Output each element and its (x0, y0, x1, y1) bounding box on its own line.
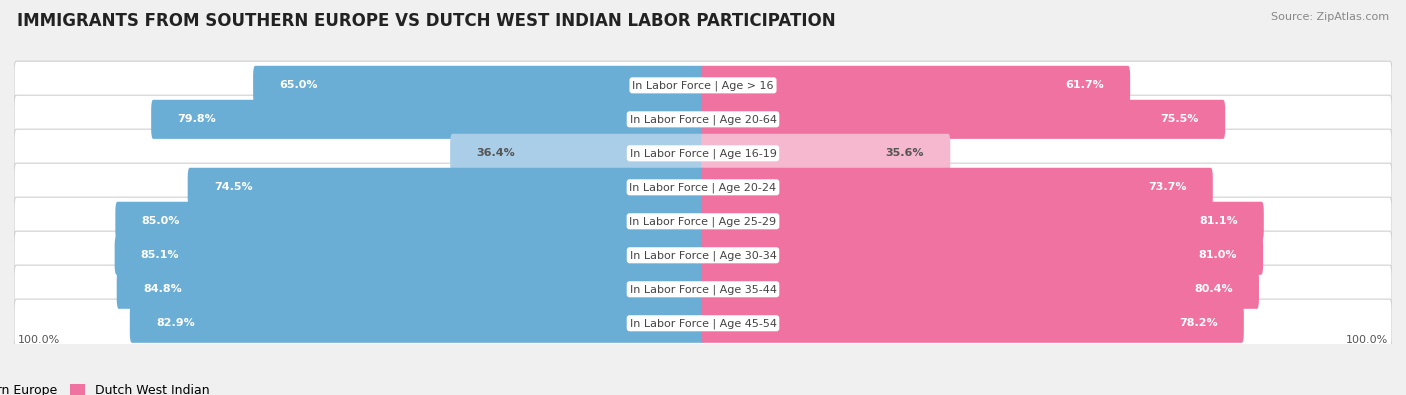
FancyBboxPatch shape (117, 270, 704, 309)
FancyBboxPatch shape (253, 66, 704, 105)
Text: 85.0%: 85.0% (142, 216, 180, 226)
FancyBboxPatch shape (129, 304, 704, 343)
Text: 80.4%: 80.4% (1194, 284, 1233, 294)
FancyBboxPatch shape (702, 100, 1225, 139)
Text: In Labor Force | Age 25-29: In Labor Force | Age 25-29 (630, 216, 776, 227)
FancyBboxPatch shape (14, 95, 1392, 143)
FancyBboxPatch shape (702, 134, 950, 173)
Text: 85.1%: 85.1% (141, 250, 180, 260)
FancyBboxPatch shape (702, 304, 1244, 343)
Text: 73.7%: 73.7% (1149, 182, 1187, 192)
Text: 36.4%: 36.4% (477, 148, 515, 158)
Text: 61.7%: 61.7% (1066, 80, 1104, 90)
FancyBboxPatch shape (14, 163, 1392, 211)
FancyBboxPatch shape (14, 265, 1392, 313)
Text: 100.0%: 100.0% (1347, 335, 1389, 344)
FancyBboxPatch shape (187, 168, 704, 207)
Text: 100.0%: 100.0% (17, 335, 59, 344)
Text: In Labor Force | Age 20-64: In Labor Force | Age 20-64 (630, 114, 776, 124)
Text: 35.6%: 35.6% (886, 148, 924, 158)
FancyBboxPatch shape (702, 168, 1213, 207)
Text: 81.0%: 81.0% (1198, 250, 1237, 260)
Text: 81.1%: 81.1% (1199, 216, 1237, 226)
Text: 79.8%: 79.8% (177, 114, 217, 124)
FancyBboxPatch shape (14, 197, 1392, 245)
FancyBboxPatch shape (14, 129, 1392, 177)
Text: 74.5%: 74.5% (214, 182, 253, 192)
FancyBboxPatch shape (702, 202, 1264, 241)
Text: In Labor Force | Age > 16: In Labor Force | Age > 16 (633, 80, 773, 90)
FancyBboxPatch shape (14, 299, 1392, 347)
Text: In Labor Force | Age 35-44: In Labor Force | Age 35-44 (630, 284, 776, 295)
FancyBboxPatch shape (450, 134, 704, 173)
Text: 84.8%: 84.8% (143, 284, 181, 294)
Text: In Labor Force | Age 30-34: In Labor Force | Age 30-34 (630, 250, 776, 261)
Text: In Labor Force | Age 45-54: In Labor Force | Age 45-54 (630, 318, 776, 329)
FancyBboxPatch shape (702, 236, 1263, 275)
FancyBboxPatch shape (115, 202, 704, 241)
FancyBboxPatch shape (14, 231, 1392, 279)
Legend: Immigrants from Southern Europe, Dutch West Indian: Immigrants from Southern Europe, Dutch W… (0, 379, 214, 395)
Text: In Labor Force | Age 16-19: In Labor Force | Age 16-19 (630, 148, 776, 158)
Text: 75.5%: 75.5% (1161, 114, 1199, 124)
Text: 65.0%: 65.0% (280, 80, 318, 90)
FancyBboxPatch shape (115, 236, 704, 275)
Text: 78.2%: 78.2% (1180, 318, 1218, 328)
FancyBboxPatch shape (702, 66, 1130, 105)
Text: 82.9%: 82.9% (156, 318, 195, 328)
FancyBboxPatch shape (152, 100, 704, 139)
Text: In Labor Force | Age 20-24: In Labor Force | Age 20-24 (630, 182, 776, 192)
FancyBboxPatch shape (14, 61, 1392, 109)
Text: IMMIGRANTS FROM SOUTHERN EUROPE VS DUTCH WEST INDIAN LABOR PARTICIPATION: IMMIGRANTS FROM SOUTHERN EUROPE VS DUTCH… (17, 12, 835, 30)
FancyBboxPatch shape (702, 270, 1258, 309)
Text: Source: ZipAtlas.com: Source: ZipAtlas.com (1271, 12, 1389, 22)
